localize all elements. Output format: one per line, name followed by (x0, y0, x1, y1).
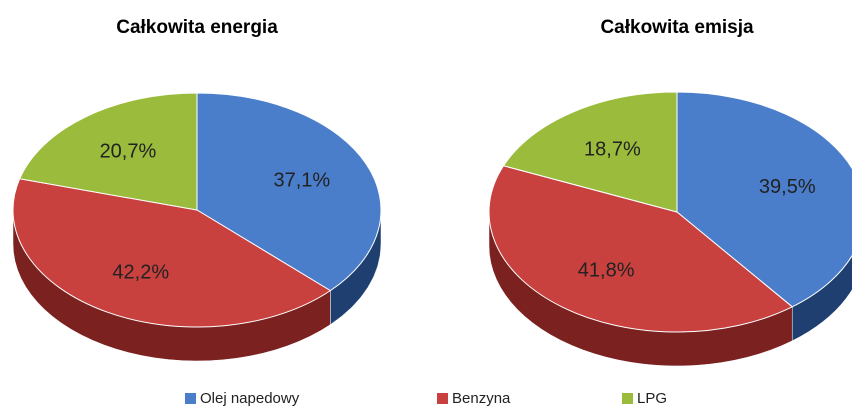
slice (18, 92, 198, 211)
value-label: 42,2% (112, 261, 169, 283)
legend-label: Benzyna (452, 390, 511, 407)
slice (502, 91, 678, 213)
legend-swatch (437, 393, 448, 404)
slice (676, 91, 852, 308)
slice (12, 178, 332, 328)
legend-swatch (185, 393, 196, 404)
legend-label: Olej napedowy (200, 390, 300, 407)
value-label: 20,7% (100, 141, 157, 163)
legend-swatch (622, 393, 633, 404)
chart-title: Całkowita emisja (600, 17, 754, 38)
value-label: 18,7% (584, 138, 641, 160)
slice (196, 92, 382, 292)
value-label: 39,5% (759, 176, 816, 198)
slice (488, 165, 794, 333)
value-label: 41,8% (578, 259, 635, 281)
legend-label: LPG (637, 390, 667, 407)
value-label: 37,1% (273, 170, 330, 192)
chart-title: Całkowita energia (116, 17, 278, 38)
